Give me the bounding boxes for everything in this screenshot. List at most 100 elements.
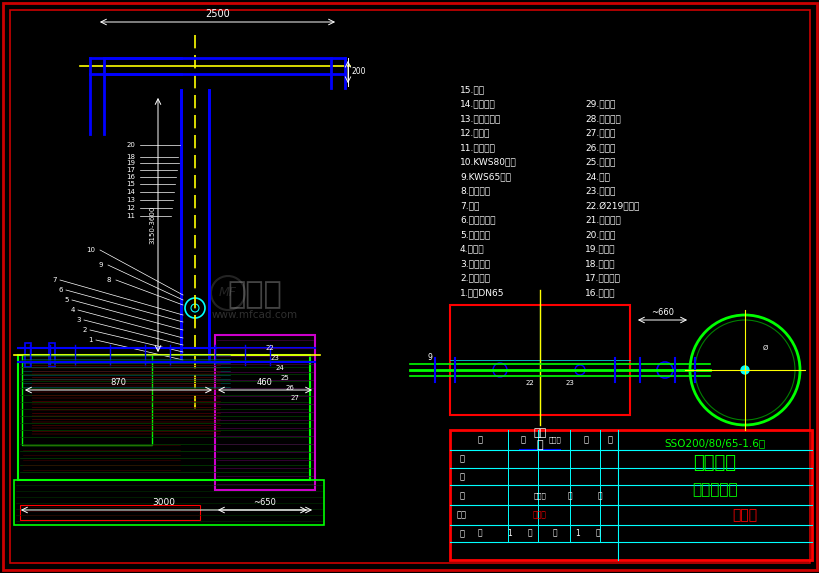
Text: 组: 组: [597, 492, 602, 500]
Text: 14: 14: [126, 189, 135, 195]
Text: 9: 9: [427, 353, 432, 362]
Text: 15.立管: 15.立管: [459, 85, 485, 94]
Bar: [215, 335, 314, 490]
Text: 3: 3: [76, 317, 81, 323]
Text: 标: 标: [459, 529, 464, 539]
Text: 张: 张: [595, 528, 600, 537]
Text: ~650: ~650: [253, 498, 276, 507]
Text: 25.弯管座: 25.弯管座: [584, 158, 614, 167]
Circle shape: [740, 366, 748, 374]
Text: 张: 张: [527, 528, 532, 537]
Text: 14.法兰蝶阀: 14.法兰蝶阀: [459, 100, 495, 108]
Text: 15: 15: [126, 181, 135, 187]
Text: 6: 6: [58, 287, 63, 293]
Text: 工艺: 工艺: [456, 511, 467, 520]
Text: 24.横管: 24.横管: [584, 172, 609, 181]
Text: 19.小齿轮: 19.小齿轮: [584, 245, 615, 253]
Text: 22.Ø219调整管: 22.Ø219调整管: [584, 201, 639, 210]
Bar: [450, 430, 811, 560]
Text: 安装示意图: 安装示意图: [691, 482, 737, 497]
Text: 2: 2: [83, 327, 87, 333]
Text: 1.闸阀DN65: 1.闸阀DN65: [459, 288, 504, 297]
Bar: [25, 343, 31, 367]
Text: 5.安装井盖: 5.安装井盖: [459, 230, 490, 239]
Text: 9.KWS65接口: 9.KWS65接口: [459, 172, 510, 181]
Text: 18.大齿轮: 18.大齿轮: [584, 259, 615, 268]
Text: 校: 校: [459, 473, 464, 481]
Text: 13.旋转传动轴: 13.旋转传动轴: [459, 114, 500, 123]
Text: www.mfcad.com: www.mfcad.com: [211, 310, 297, 320]
Text: Ø: Ø: [762, 345, 767, 351]
Text: 11.齿轮扫手: 11.齿轮扫手: [459, 143, 495, 152]
Text: 共: 共: [477, 528, 482, 537]
Text: 无比例: 无比例: [532, 511, 546, 520]
Text: 9: 9: [98, 262, 103, 268]
Text: 图: 图: [477, 435, 482, 445]
Text: 17: 17: [126, 167, 135, 173]
Text: 21.出水斗斗: 21.出水斗斗: [584, 215, 620, 225]
Text: 3150-3600: 3150-3600: [149, 206, 155, 244]
Text: 29.排水管: 29.排水管: [584, 100, 614, 108]
Text: SSO200/80/65-1.6型: SSO200/80/65-1.6型: [663, 438, 765, 448]
Text: 6.球阀开关座: 6.球阀开关座: [459, 215, 495, 225]
Bar: [20, 505, 200, 520]
Text: 3000: 3000: [152, 498, 175, 507]
Text: 16.轴承座: 16.轴承座: [584, 288, 615, 297]
Text: ~660: ~660: [650, 308, 673, 317]
Text: 13: 13: [126, 197, 135, 203]
Text: 4.关继轴: 4.关继轴: [459, 245, 484, 253]
Text: 核: 核: [520, 435, 525, 445]
Text: 460: 460: [256, 378, 273, 387]
Text: 7.底座: 7.底座: [459, 201, 479, 210]
Text: 22: 22: [525, 380, 534, 386]
Text: 27.排水井: 27.排水井: [584, 128, 614, 138]
Text: 22: 22: [265, 345, 274, 351]
Text: 26.安装井: 26.安装井: [584, 143, 614, 152]
Text: 安装图: 安装图: [731, 508, 757, 522]
Text: 批: 批: [607, 435, 612, 445]
Text: 1: 1: [507, 528, 512, 537]
Text: 200: 200: [351, 68, 366, 77]
Text: 制: 制: [459, 454, 464, 464]
Text: 12: 12: [126, 205, 135, 211]
Bar: [18, 355, 310, 480]
Bar: [49, 343, 55, 367]
Text: 8.开关扫手: 8.开关扫手: [459, 186, 490, 195]
Text: 审: 审: [583, 435, 588, 445]
Text: 12.齿轮筱: 12.齿轮筱: [459, 128, 490, 138]
Text: 消防水鹤: 消防水鹤: [693, 454, 735, 472]
Text: 封: 封: [567, 492, 572, 500]
Text: 1: 1: [88, 337, 93, 343]
Text: 25: 25: [280, 375, 289, 381]
Text: 10.KWS80接口: 10.KWS80接口: [459, 158, 516, 167]
Text: 20: 20: [126, 142, 135, 148]
Text: 第: 第: [552, 528, 557, 537]
Text: 1: 1: [575, 528, 580, 537]
Text: 审: 审: [459, 492, 464, 500]
Text: 图: 图: [536, 440, 543, 450]
Text: 8: 8: [106, 277, 111, 283]
Text: 20.出水管: 20.出水管: [584, 230, 614, 239]
Text: 4: 4: [70, 307, 75, 313]
Text: 2.法兰接管: 2.法兰接管: [459, 273, 490, 282]
Text: 2500: 2500: [205, 9, 229, 19]
Text: 17.固定轴架: 17.固定轴架: [584, 273, 620, 282]
Text: 24: 24: [275, 365, 284, 371]
Bar: [14, 480, 324, 525]
Text: 19: 19: [126, 160, 135, 166]
Text: 11: 11: [126, 213, 135, 219]
Text: 10: 10: [86, 247, 95, 253]
Bar: [22, 355, 152, 445]
Text: 7: 7: [52, 277, 57, 283]
Text: 23: 23: [565, 380, 574, 386]
Text: 23.伸缩管: 23.伸缩管: [584, 186, 614, 195]
Text: 18: 18: [126, 154, 135, 160]
Text: 俧视: 俧视: [532, 428, 546, 438]
Text: 870: 870: [111, 378, 126, 387]
Text: 26: 26: [285, 385, 294, 391]
Text: 28.渗水闸阀: 28.渗水闸阀: [584, 114, 620, 123]
Bar: [450, 305, 629, 415]
Text: 23: 23: [270, 355, 279, 361]
Text: 16: 16: [126, 174, 135, 180]
Text: MF: MF: [219, 286, 237, 300]
